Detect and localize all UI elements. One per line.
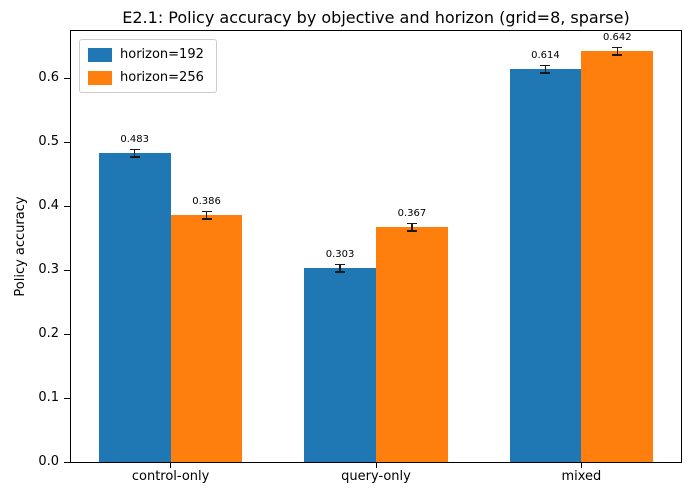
error-bar xyxy=(411,223,413,232)
y-tick-mark xyxy=(64,461,70,463)
error-bar-cap xyxy=(540,64,551,67)
y-tick-label: 0.4 xyxy=(38,198,59,214)
error-bar-cap xyxy=(612,46,623,49)
y-tick-label: 0.6 xyxy=(38,70,59,86)
y-tick-mark xyxy=(64,205,70,207)
error-bar-cap xyxy=(201,210,212,213)
bar-horizon=256-control-only xyxy=(170,215,243,462)
legend-swatch-horizon=192 xyxy=(88,47,112,62)
y-tick-mark xyxy=(64,77,70,79)
y-tick-label: 0.1 xyxy=(38,390,59,406)
bar-horizon=256-mixed xyxy=(581,51,654,462)
y-tick-mark xyxy=(64,141,70,143)
error-bar-cap xyxy=(406,230,417,232)
bar-value-label: 0.367 xyxy=(397,208,427,220)
y-tick-label: 0.3 xyxy=(38,262,59,278)
bar-horizon=192-query-only xyxy=(304,268,376,462)
error-bar-cap xyxy=(540,72,551,74)
y-tick-mark xyxy=(64,333,70,335)
bar-horizon=192-control-only xyxy=(98,153,171,462)
error-bar-cap xyxy=(335,271,346,273)
bar-horizon=192-mixed xyxy=(509,69,582,462)
error-bar xyxy=(133,149,136,158)
error-bar-cap xyxy=(129,156,140,158)
legend-label: horizon=256 xyxy=(120,70,204,85)
error-bar xyxy=(544,65,547,74)
y-tick-mark xyxy=(64,269,70,271)
y-tick-label: 0.5 xyxy=(38,134,59,150)
bar-value-label: 0.483 xyxy=(120,134,149,146)
error-bar-cap xyxy=(129,148,140,151)
x-tick-label: query-only xyxy=(341,469,411,484)
error-bar-cap xyxy=(612,54,623,56)
legend-entry: horizon=256 xyxy=(88,70,204,85)
error-bar xyxy=(616,47,619,56)
bar-value-label: 0.303 xyxy=(325,249,355,261)
bar-value-label: 0.642 xyxy=(603,32,632,44)
y-tick-label: 0.0 xyxy=(38,454,59,469)
error-bar-cap xyxy=(335,263,346,266)
error-bar xyxy=(339,264,341,273)
x-tick-mark xyxy=(170,462,172,468)
legend-label: horizon=192 xyxy=(120,47,204,62)
chart-title: E2.1: Policy accuracy by objective and h… xyxy=(122,8,630,27)
y-tick-mark xyxy=(64,397,70,399)
bar-value-label: 0.614 xyxy=(531,50,560,62)
bar-horizon=256-query-only xyxy=(376,227,448,462)
x-tick-mark xyxy=(375,462,377,468)
legend-entry: horizon=192 xyxy=(88,47,204,62)
error-bar-cap xyxy=(406,222,417,225)
plot-area: horizon=192 horizon=256 0.0 0.1 0.2 0.3 0.4 0.… xyxy=(38,30,682,484)
legend: horizon=192 horizon=256 xyxy=(79,39,217,93)
x-tick-mark xyxy=(580,462,582,468)
x-tick-label: mixed xyxy=(561,469,602,484)
y-tick-label: 0.2 xyxy=(38,326,59,342)
x-tick-label: control-only xyxy=(131,469,210,484)
bar-value-label: 0.386 xyxy=(192,196,221,208)
error-bar xyxy=(205,211,208,220)
legend-swatch-horizon=256 xyxy=(88,70,112,85)
error-bar-cap xyxy=(201,218,212,220)
